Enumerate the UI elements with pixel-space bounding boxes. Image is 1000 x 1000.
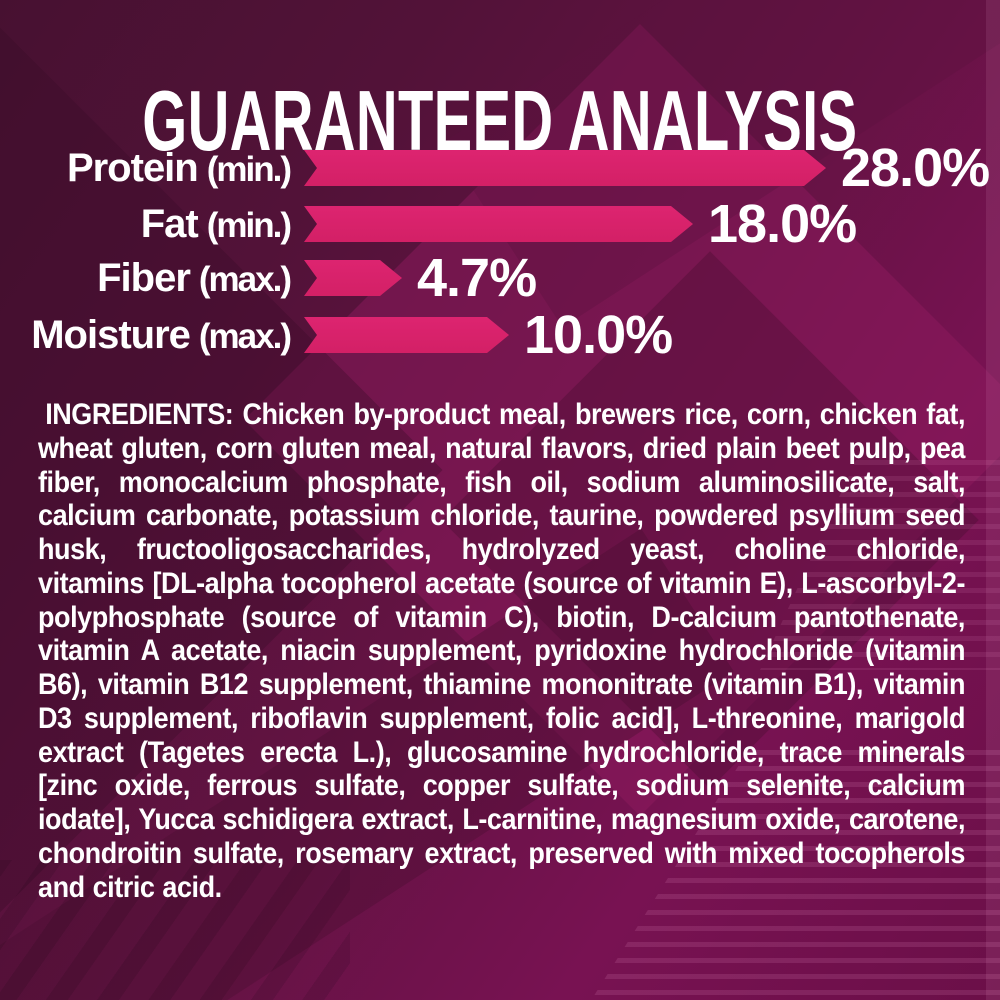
nutrient-value: 18.0% [708,194,857,254]
nutrient-qualifier: (max.) [198,317,292,356]
nutrient-value: 10.0% [524,305,673,365]
analysis-row-fat: Fat (min.) 18.0% [0,196,1000,252]
nutrient-name: Fiber [97,256,191,300]
nutrient-qualifier: (min.) [206,150,292,189]
nutrient-name: Moisture [31,313,191,357]
nutrient-value: 28.0% [841,138,990,198]
nutrient-value: 4.7% [417,248,537,308]
value-bar [304,260,402,296]
value-bar [304,206,693,242]
ingredients-text: Chicken by-product meal, brewers rice, c… [38,398,965,904]
nutrient-label: Moisture (max.) [0,313,292,357]
analysis-row-fiber: Fiber (max.) 4.7% [0,250,1000,306]
value-bar [304,150,826,186]
ingredients-heading: INGREDIENTS: [45,398,234,431]
analysis-row-protein: Protein (min.) 28.0% [0,140,1000,196]
page-title: GUARANTEED ANALYSIS [142,73,858,169]
nutrient-name: Fat [140,202,199,246]
analysis-row-moisture: Moisture (max.) 10.0% [0,307,1000,363]
ingredients-paragraph: INGREDIENTS: Chicken by-product meal, br… [38,398,965,904]
nutrient-label: Protein (min.) [0,146,292,190]
header: GUARANTEED ANALYSIS [0,22,1000,221]
nutrient-qualifier: (max.) [198,260,292,299]
nutrient-label: Fiber (max.) [0,256,292,300]
nutrient-name: Protein [66,146,199,190]
value-bar [304,317,509,353]
nutrient-label: Fat (min.) [0,202,292,246]
nutrient-qualifier: (min.) [206,206,292,245]
